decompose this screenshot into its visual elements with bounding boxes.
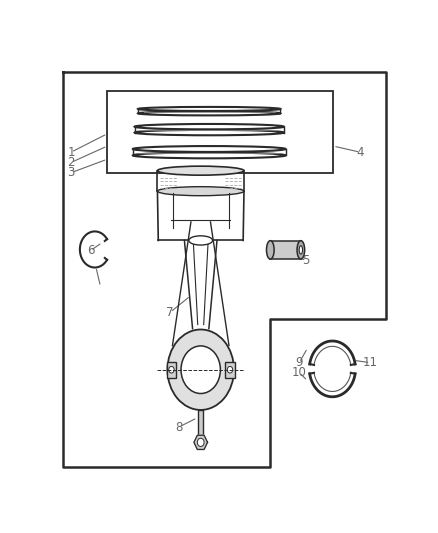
- Text: 3: 3: [67, 166, 75, 179]
- Ellipse shape: [299, 246, 303, 254]
- Text: 11: 11: [363, 356, 378, 369]
- Bar: [167, 361, 176, 378]
- Text: 10: 10: [292, 366, 307, 379]
- Circle shape: [181, 346, 220, 393]
- Text: 8: 8: [175, 421, 182, 434]
- Polygon shape: [194, 435, 208, 449]
- Ellipse shape: [157, 166, 244, 175]
- Ellipse shape: [297, 240, 305, 259]
- Text: 9: 9: [295, 356, 303, 369]
- Bar: [107, 91, 333, 173]
- Bar: [225, 361, 235, 378]
- Text: 5: 5: [302, 254, 310, 268]
- Circle shape: [227, 366, 233, 373]
- Bar: [198, 409, 203, 441]
- Text: 2: 2: [67, 156, 75, 169]
- Circle shape: [167, 329, 234, 410]
- Ellipse shape: [189, 236, 212, 245]
- Circle shape: [169, 366, 174, 373]
- Ellipse shape: [157, 187, 244, 196]
- Text: 6: 6: [87, 244, 94, 257]
- Text: 4: 4: [357, 146, 364, 159]
- Text: 1: 1: [67, 146, 75, 159]
- Text: 7: 7: [166, 306, 174, 319]
- Bar: [270, 240, 301, 259]
- Ellipse shape: [266, 240, 274, 259]
- Circle shape: [197, 438, 204, 447]
